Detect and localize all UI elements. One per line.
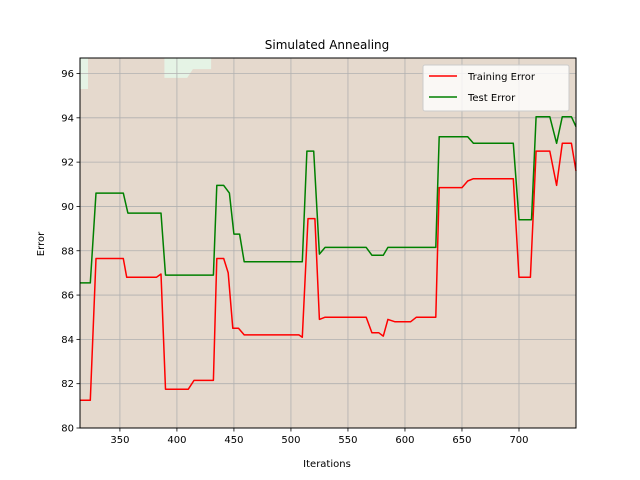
- legend-entry-label: Training Error: [467, 72, 536, 83]
- x-axis-label: Iterations: [303, 459, 351, 470]
- legend: Training Error Test Error: [422, 64, 570, 112]
- x-tick-label: 600: [395, 435, 414, 446]
- y-tick-label: 94: [61, 113, 74, 124]
- y-tick-label: 82: [61, 379, 74, 390]
- y-tick-label: 86: [61, 291, 74, 302]
- y-tick-label: 92: [61, 158, 74, 169]
- x-tick-label: 400: [167, 435, 186, 446]
- background-region-2: [164, 58, 212, 78]
- y-tick-label: 88: [61, 246, 74, 257]
- x-tick-label: 550: [338, 435, 357, 446]
- chart-title: Simulated Annealing: [265, 38, 390, 52]
- y-tick-label: 84: [61, 335, 74, 346]
- y-tick-label: 80: [61, 424, 74, 435]
- y-tick-label: 90: [61, 202, 74, 213]
- series-line-2: [80, 115, 577, 284]
- x-tick-label: 350: [110, 435, 129, 446]
- x-tick-label: 650: [452, 435, 471, 446]
- x-tick-label: 500: [281, 435, 300, 446]
- series-lines: [80, 115, 577, 402]
- legend-entry-label: Test Error: [467, 93, 516, 104]
- x-axis-ticks: 350 400 450 500 550 600 650 700: [110, 428, 529, 446]
- plot-frame: [79, 57, 577, 429]
- y-axis-ticks: 80 82 84 86 88 90 92 94 96: [61, 69, 80, 435]
- series-line-1: [80, 142, 577, 402]
- x-tick-label: 450: [224, 435, 243, 446]
- y-axis-label: Error: [36, 231, 47, 256]
- plot-background: [80, 58, 576, 428]
- y-tick-label: 96: [61, 69, 74, 80]
- x-tick-label: 700: [509, 435, 528, 446]
- legend-box: [422, 64, 570, 112]
